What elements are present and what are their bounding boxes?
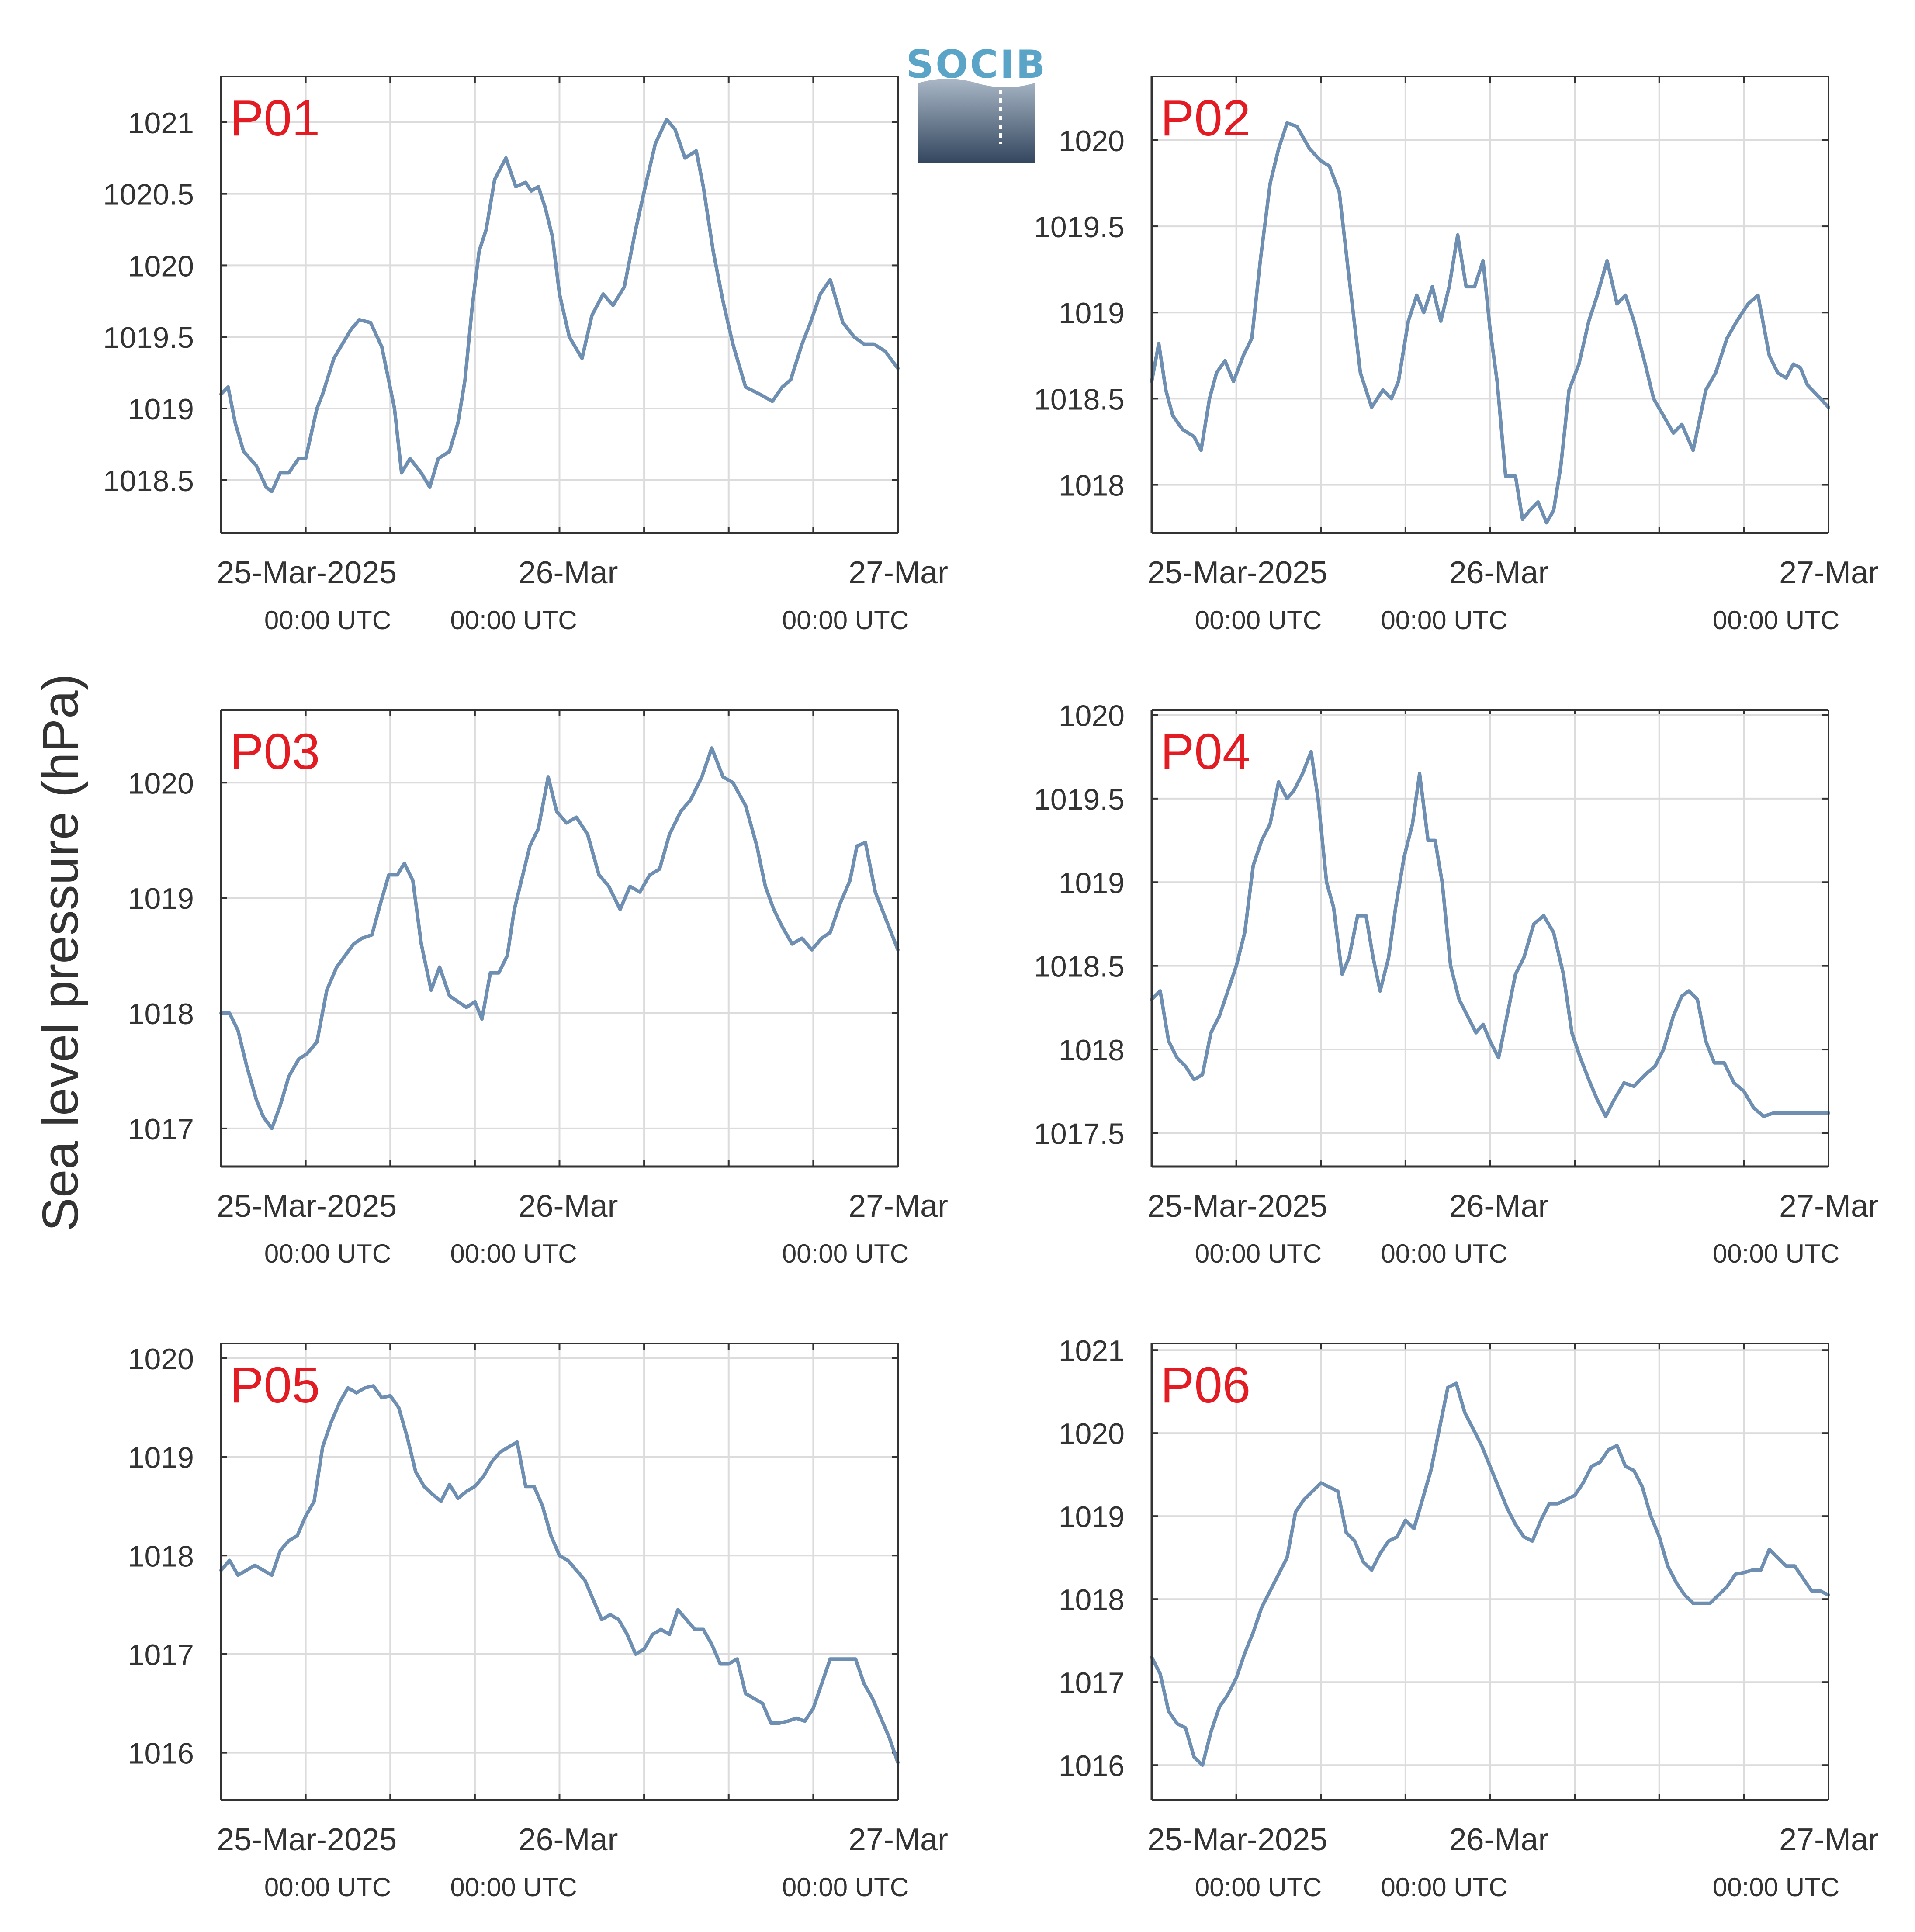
y-tick-label: 1018.5 bbox=[1034, 383, 1125, 416]
x-tick-label: 26-Mar bbox=[1449, 1189, 1548, 1224]
x-tick-label: 25-Mar-2025 bbox=[217, 555, 397, 590]
series-line-p02 bbox=[1150, 121, 1830, 525]
y-tick-label: 1020 bbox=[1059, 125, 1125, 158]
panel-p05: 1016 1017 1018 1019 1020 P05 25-Mar-2025 00:00 … bbox=[128, 1343, 948, 1902]
y-tick-label: 1018.5 bbox=[1034, 950, 1125, 983]
series-line-p01 bbox=[219, 118, 900, 493]
x-tick-label: 26-Mar bbox=[518, 1822, 618, 1857]
y-tick-label: 1017 bbox=[128, 1113, 194, 1146]
x-tick-label: 25-Mar-2025 bbox=[217, 1189, 397, 1224]
x-tick-sublabel: 00:00 UTC bbox=[450, 1873, 577, 1902]
x-tick-sublabel: 00:00 UTC bbox=[782, 1873, 909, 1902]
socib-logo: SOCIB bbox=[906, 42, 1047, 163]
x-tick-label: 27-Mar bbox=[848, 1189, 948, 1224]
panel-p02: 1018 1018.5 1019 1019.5 1020 P02 25-Mar-2025 00… bbox=[1034, 76, 1879, 635]
x-tick-label: 26-Mar bbox=[1449, 1822, 1548, 1857]
y-tick-label: 1020 bbox=[1059, 1417, 1125, 1451]
y-tick-label: 1019.5 bbox=[1034, 783, 1125, 816]
y-tick-label: 1020 bbox=[128, 767, 194, 800]
x-tick-sublabel: 00:00 UTC bbox=[1381, 1239, 1507, 1268]
panel-p06: 1016 1017 1018 1019 1020 1021 P06 25-Mar-2025 00… bbox=[1059, 1334, 1879, 1902]
panel-label: P01 bbox=[230, 90, 320, 146]
y-tick-label: 1019 bbox=[128, 393, 194, 426]
x-tick-label: 27-Mar bbox=[1779, 1822, 1879, 1857]
x-tick-label: 27-Mar bbox=[848, 1822, 948, 1857]
x-tick-label: 26-Mar bbox=[1449, 555, 1548, 590]
y-tick-label: 1018 bbox=[1059, 1034, 1125, 1067]
x-tick-label: 27-Mar bbox=[1779, 1189, 1879, 1224]
x-tick-label: 26-Mar bbox=[518, 1189, 618, 1224]
x-tick-label: 25-Mar-2025 bbox=[217, 1822, 397, 1857]
y-tick-label: 1018 bbox=[1059, 469, 1125, 502]
y-tick-label: 1020.5 bbox=[103, 178, 194, 211]
series-line-p05 bbox=[219, 1384, 900, 1765]
panel-label: P02 bbox=[1160, 90, 1250, 146]
x-tick-label: 25-Mar-2025 bbox=[1147, 1189, 1327, 1224]
socib-logo-text: SOCIB bbox=[906, 42, 1047, 87]
y-tick-label: 1021 bbox=[1059, 1334, 1125, 1368]
series-line-p06 bbox=[1150, 1381, 1830, 1767]
panel-p03: 1017 1018 1019 1020 P03 25-Mar-2025 00:00 UTC 2… bbox=[128, 709, 948, 1268]
y-tick-label: 1016 bbox=[128, 1737, 194, 1770]
x-tick-sublabel: 00:00 UTC bbox=[264, 1239, 391, 1268]
y-tick-label: 1018 bbox=[128, 1540, 194, 1573]
y-tick-label: 1019 bbox=[1059, 866, 1125, 900]
y-tick-label: 1019.5 bbox=[103, 321, 194, 354]
panel-label: P04 bbox=[1160, 723, 1250, 780]
x-tick-sublabel: 00:00 UTC bbox=[782, 1239, 909, 1268]
socib-logo-wave bbox=[918, 79, 1035, 163]
x-tick-sublabel: 00:00 UTC bbox=[264, 1873, 391, 1902]
y-tick-label: 1019 bbox=[1059, 1500, 1125, 1534]
y-tick-label: 1017 bbox=[1059, 1666, 1125, 1700]
x-tick-sublabel: 00:00 UTC bbox=[1195, 1873, 1322, 1902]
x-tick-sublabel: 00:00 UTC bbox=[450, 1239, 577, 1268]
x-tick-label: 26-Mar bbox=[518, 555, 618, 590]
x-tick-sublabel: 00:00 UTC bbox=[1195, 1239, 1322, 1268]
y-tick-label: 1017.5 bbox=[1034, 1117, 1125, 1150]
y-tick-label: 1018.5 bbox=[103, 464, 194, 498]
x-tick-label: 27-Mar bbox=[848, 555, 948, 590]
x-tick-sublabel: 00:00 UTC bbox=[782, 606, 909, 635]
y-tick-label: 1018 bbox=[128, 997, 194, 1031]
y-tick-label: 1017 bbox=[128, 1638, 194, 1672]
y-tick-label: 1020 bbox=[1059, 699, 1125, 732]
panel-p04: 1017.5 1018 1018.5 1019 1019.5 1020 P04 25-Mar-… bbox=[1034, 699, 1879, 1268]
y-tick-label: 1021 bbox=[128, 107, 194, 140]
y-tick-label: 1019 bbox=[1059, 297, 1125, 330]
series-line-p03 bbox=[219, 746, 900, 1130]
y-tick-label: 1018 bbox=[1059, 1583, 1125, 1617]
x-tick-sublabel: 00:00 UTC bbox=[1713, 606, 1839, 635]
y-tick-label: 1019.5 bbox=[1034, 211, 1125, 244]
y-tick-label: 1019 bbox=[128, 1441, 194, 1475]
x-tick-sublabel: 00:00 UTC bbox=[1381, 606, 1507, 635]
x-tick-sublabel: 00:00 UTC bbox=[1381, 1873, 1507, 1902]
x-tick-sublabel: 00:00 UTC bbox=[1713, 1873, 1839, 1902]
y-tick-label: 1016 bbox=[1059, 1749, 1125, 1783]
panel-label: P03 bbox=[230, 723, 320, 780]
panel-label: P05 bbox=[230, 1357, 320, 1413]
y-tick-label: 1020 bbox=[128, 249, 194, 283]
x-tick-sublabel: 00:00 UTC bbox=[1713, 1239, 1839, 1268]
y-tick-label: 1020 bbox=[128, 1343, 194, 1376]
x-tick-sublabel: 00:00 UTC bbox=[264, 606, 391, 635]
series-line-p04 bbox=[1150, 750, 1830, 1118]
x-tick-label: 25-Mar-2025 bbox=[1147, 555, 1327, 590]
panel-p01: 1018.5 1019 1019.5 1020 1020.5 1021 P01 25-Mar-… bbox=[103, 76, 948, 635]
y-axis-label: Sea level pressure (hPa) bbox=[32, 674, 89, 1232]
x-tick-label: 25-Mar-2025 bbox=[1147, 1822, 1327, 1857]
y-tick-label: 1019 bbox=[128, 882, 194, 915]
x-tick-label: 27-Mar bbox=[1779, 555, 1879, 590]
panel-label: P06 bbox=[1160, 1357, 1250, 1413]
x-tick-sublabel: 00:00 UTC bbox=[1195, 606, 1322, 635]
x-tick-sublabel: 00:00 UTC bbox=[450, 606, 577, 635]
